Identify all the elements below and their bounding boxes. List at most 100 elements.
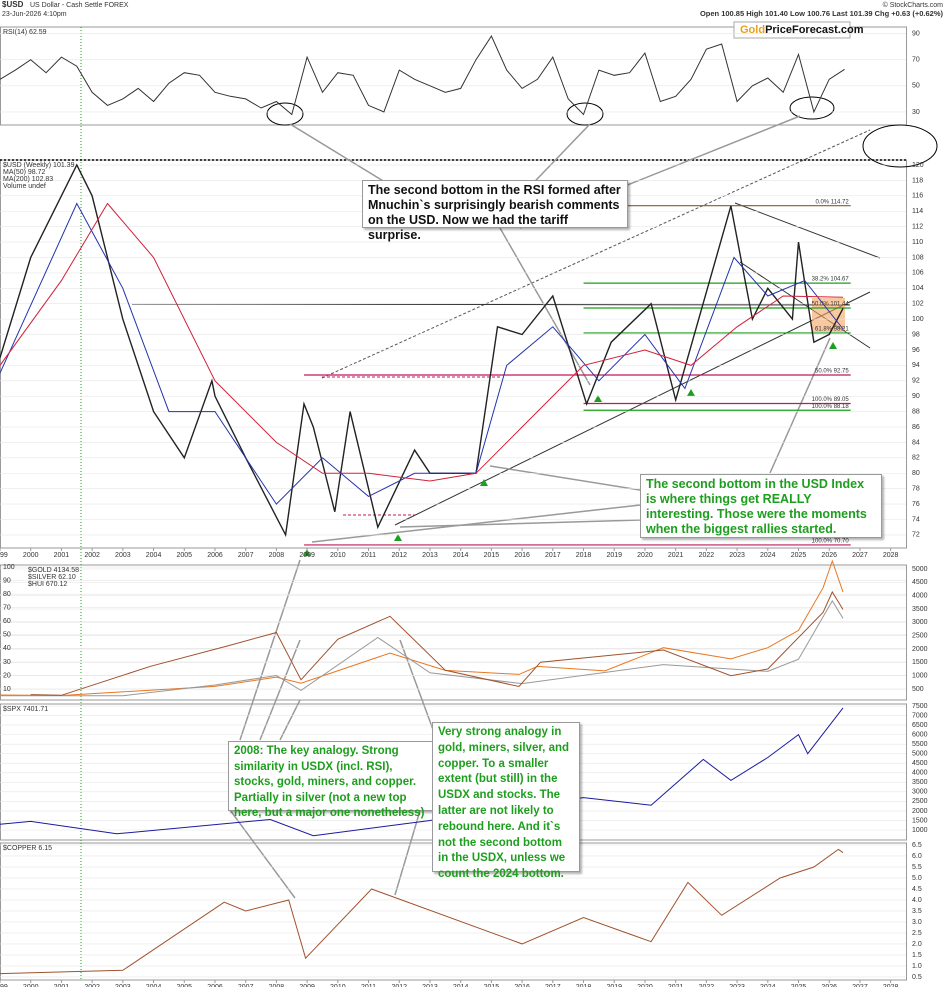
y-tick-label: 120: [912, 162, 924, 169]
panel-frame: [0, 564, 907, 701]
y-tick-label: 88: [912, 408, 920, 415]
x-tick-label: 2001: [54, 984, 70, 987]
date: 23-Jun-2026 4:10pm: [2, 11, 67, 18]
series-line: [0, 202, 844, 482]
y-tick-label: 7000: [912, 712, 928, 719]
x-tick-label: 2002: [84, 984, 100, 987]
y-tick-label: 2500: [912, 798, 928, 805]
y-tick-label: 40: [3, 645, 11, 652]
x-tick-label: 2023: [729, 984, 745, 987]
credit: © StockCharts.com: [883, 1, 944, 9]
channel-line: [321, 129, 871, 379]
x-tick-label: 2018: [576, 984, 592, 987]
y-tick-label: 72: [912, 532, 920, 539]
arrows: [303, 342, 837, 556]
x-tick-label: 2015: [484, 552, 500, 559]
y-tick-label: 3000: [912, 789, 928, 796]
y-tick-label: 76: [912, 501, 920, 508]
y-tick-label: 1500: [912, 659, 928, 666]
y-tick-label: 7500: [912, 703, 928, 710]
y-tick-label: 500: [912, 686, 924, 693]
x-tick-label: 2025: [791, 552, 807, 559]
y-tick-label: 2000: [912, 808, 928, 815]
x-tick-label: 2004: [146, 984, 162, 987]
y-tick-label: 2500: [912, 633, 928, 640]
legend-entry: $HUI 670.12: [28, 581, 67, 588]
x-tick-label: 2013: [422, 984, 438, 987]
legend-text: $COPPER 6.15: [3, 845, 52, 852]
fib-label: 100.0% 88.18: [812, 404, 850, 410]
x-tick-label: 2008: [269, 552, 285, 559]
y-tick-label: 1500: [912, 817, 928, 824]
y-tick-label: 80: [912, 470, 920, 477]
circle: [266, 102, 304, 126]
y-tick-label: 2.0: [912, 941, 922, 948]
fib-label: 50.0% 101.44: [812, 302, 850, 308]
trend-line: [734, 202, 881, 259]
fib-label: 38.2% 104.67: [812, 277, 850, 283]
y-tick-label: 50: [3, 632, 11, 639]
y-tick-label: 10: [3, 686, 11, 693]
legend-text: MA(50) 98.72: [3, 169, 46, 176]
y-tick-label: 102: [912, 301, 924, 308]
series-line: [0, 559, 844, 697]
x-tick-label: 2019: [606, 984, 622, 987]
x-tick-label: 2005: [176, 552, 192, 559]
y-tick-label: 70: [3, 605, 11, 612]
y-tick-label: 5.0: [912, 875, 922, 882]
annotation: Very strong analogy in gold, miners, sil…: [432, 722, 580, 880]
x-tick-label: 2021: [668, 984, 684, 987]
y-tick-label: 5.5: [912, 864, 922, 871]
annotation: The second bottom in the USD Index is wh…: [640, 474, 882, 538]
x-tick-label: 2007: [238, 984, 254, 987]
series-line: [0, 163, 844, 538]
x-tick-label: 2000: [23, 552, 39, 559]
x-tick-label: 2001: [54, 552, 70, 559]
y-tick-label: 4000: [912, 770, 928, 777]
x-tick-label: 1999: [0, 984, 8, 987]
y-tick-label: 0.5: [912, 974, 922, 981]
y-tick-label: 30: [3, 659, 11, 666]
y-tick-label: 3.5: [912, 908, 922, 915]
y-tick-label: 4500: [912, 579, 928, 586]
x-tick-label: 2015: [484, 984, 500, 987]
y-tick-label: 78: [912, 486, 920, 493]
x-tick-label: 2005: [176, 984, 192, 987]
legend-entry: $USD (Weekly) 101.39: [3, 162, 75, 169]
trend-line: [394, 291, 871, 526]
y-tick-label: 96: [912, 347, 920, 354]
y-tick-label: 1.5: [912, 952, 922, 959]
x-tick-label: 2026: [821, 552, 837, 559]
fib-label: 0.0% 114.72: [815, 199, 849, 205]
y-tick-label: 100: [912, 316, 924, 323]
x-tick-label: 2021: [668, 552, 684, 559]
x-tick-label: 2023: [729, 552, 745, 559]
legend-entry: $GOLD 4134.58: [28, 567, 79, 574]
y-tick-label: 2000: [912, 646, 928, 653]
y-tick-label: 118: [912, 177, 923, 184]
y-tick-label: 74: [912, 516, 920, 523]
x-tick-label: 2011: [361, 552, 376, 559]
panel-title: RSI(14) 62.59: [3, 29, 47, 36]
x-tick-label: 2016: [514, 552, 530, 559]
x-tick-label: 2007: [238, 552, 254, 559]
x-tick-label: 2014: [453, 984, 469, 987]
y-tick-label: 3500: [912, 779, 928, 786]
y-tick-label: 106: [912, 270, 924, 277]
x-tick-label: 2008: [269, 984, 285, 987]
y-tick-label: 116: [912, 193, 923, 200]
y-tick-label: 6000: [912, 731, 928, 738]
logo: GoldPriceForecast.com: [740, 24, 864, 36]
fib-label: 100.0% 89.05: [812, 397, 850, 403]
y-tick-label: 5000: [912, 566, 928, 573]
legend-text: $SPX 7401.71: [3, 706, 48, 713]
x-tick-label: 2003: [115, 984, 131, 987]
x-tick-label: 2016: [514, 984, 530, 987]
x-tick-label: 2028: [883, 984, 899, 987]
circle: [789, 96, 835, 120]
x-tick-label: 2017: [545, 552, 561, 559]
x-tick-label: 2012: [391, 552, 407, 559]
legend-entry: $SILVER 62.10: [28, 574, 76, 581]
x-tick-label: 2027: [852, 984, 868, 987]
